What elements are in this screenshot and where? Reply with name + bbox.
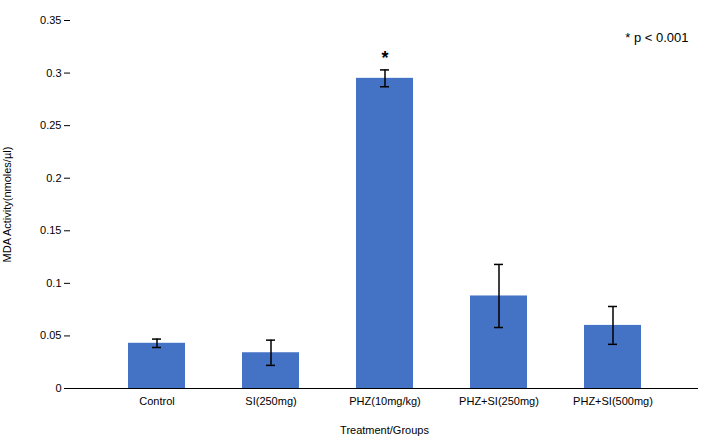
svg-text:0.15: 0.15 — [40, 224, 61, 236]
svg-text:0.2: 0.2 — [46, 172, 61, 184]
svg-text:PHZ(10mg/kg): PHZ(10mg/kg) — [349, 395, 421, 407]
svg-text:0.25: 0.25 — [40, 119, 61, 131]
svg-text:0.1: 0.1 — [46, 277, 61, 289]
svg-text:0.05: 0.05 — [40, 329, 61, 341]
svg-text:Treatment/Groups: Treatment/Groups — [340, 424, 429, 436]
svg-text:PHZ+SI(500mg): PHZ+SI(500mg) — [573, 395, 653, 407]
svg-text:Control: Control — [139, 395, 174, 407]
svg-text:* p < 0.001: * p < 0.001 — [625, 30, 688, 45]
svg-text:0: 0 — [55, 382, 61, 394]
svg-text:0.3: 0.3 — [46, 67, 61, 79]
svg-text:*: * — [381, 48, 388, 68]
svg-text:PHZ+SI(250mg): PHZ+SI(250mg) — [459, 395, 539, 407]
svg-text:MDA Activity(nmoles/µl): MDA Activity(nmoles/µl) — [1, 147, 13, 263]
svg-text:0.35: 0.35 — [40, 14, 61, 26]
svg-text:SI(250mg): SI(250mg) — [245, 395, 296, 407]
